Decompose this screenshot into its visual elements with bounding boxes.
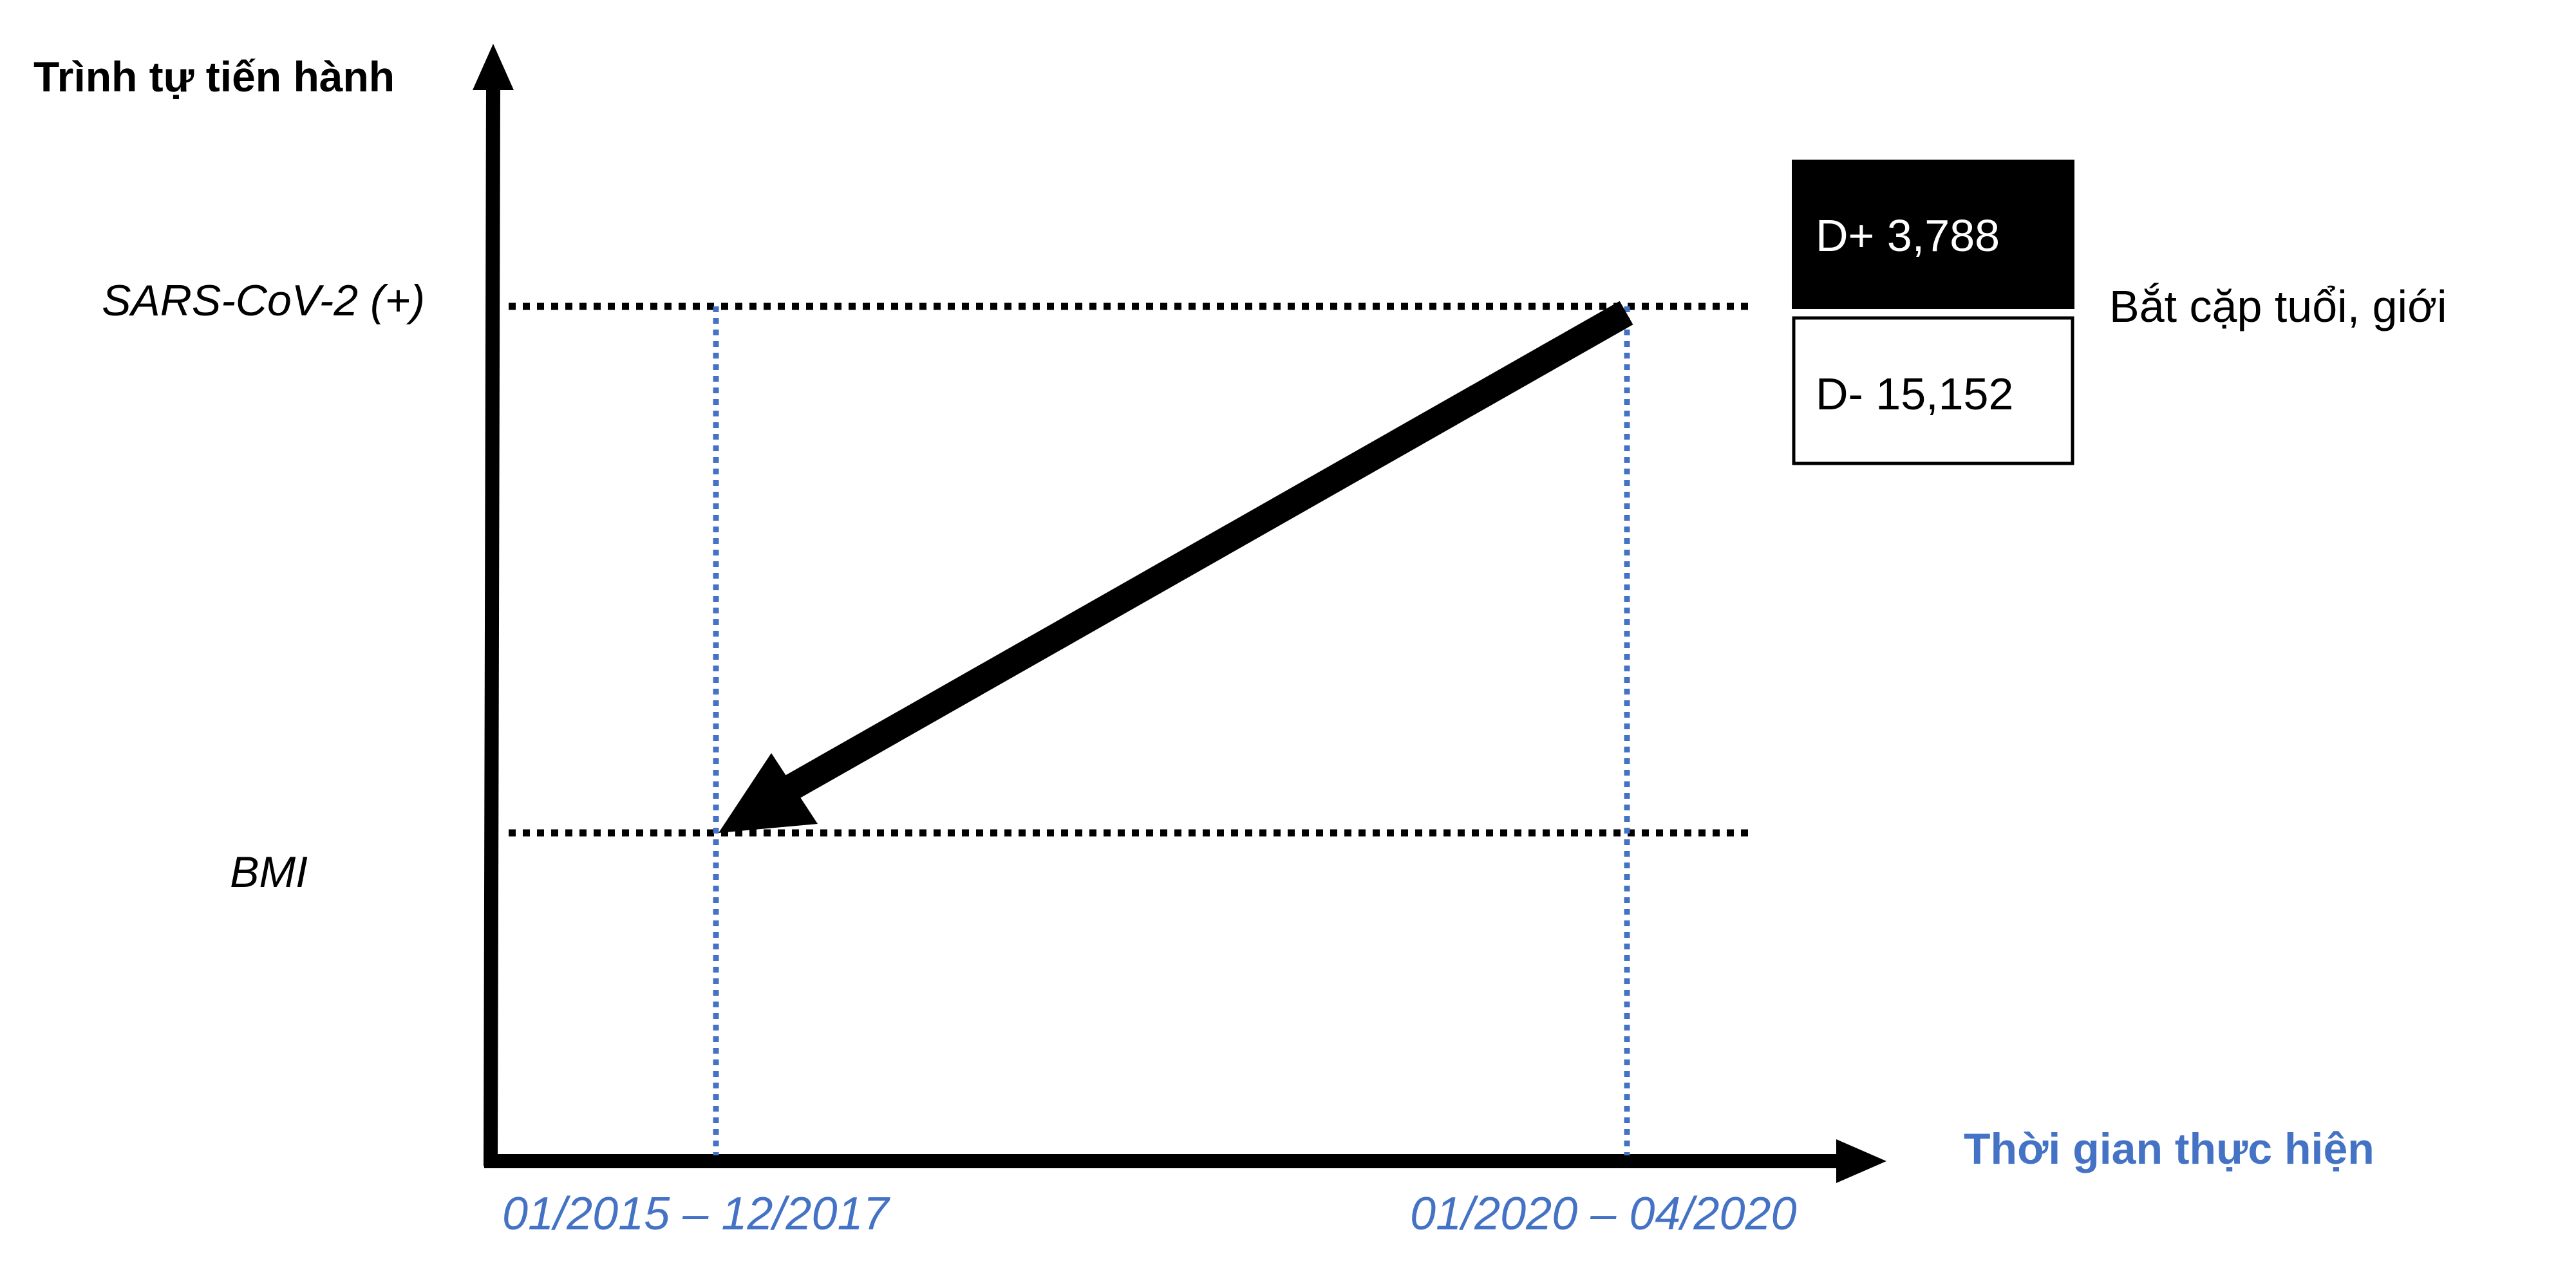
lower-level-label: BMI xyxy=(230,848,308,897)
negative-group-box: D- 15,152 xyxy=(1792,316,2074,465)
x-axis xyxy=(484,1139,1886,1183)
y-axis-title: Trình tự tiến hành xyxy=(33,53,395,100)
left-period-label: 01/2015 – 12/2017 xyxy=(502,1188,891,1240)
positive-group-box: D+ 3,788 xyxy=(1792,160,2074,309)
upper-level-label: SARS-CoV-2 (+) xyxy=(102,276,425,325)
positive-group-label: D+ 3,788 xyxy=(1816,210,2000,261)
y-axis-arrowhead xyxy=(473,44,514,90)
negative-group-label: D- 15,152 xyxy=(1816,369,2013,419)
x-axis-arrowhead xyxy=(1836,1139,1886,1183)
retrospective-arrow xyxy=(719,301,1633,833)
retrospective-arrow-shaft xyxy=(766,301,1633,810)
retrospective-arrow-head xyxy=(719,753,818,833)
matching-note: Bắt cặp tuổi, giới xyxy=(2109,281,2447,331)
negative-group-rect xyxy=(1792,316,2074,465)
positive-group-rect xyxy=(1792,160,2074,309)
y-axis-line xyxy=(484,83,500,1167)
x-axis-title: Thời gian thực hiện xyxy=(1964,1124,2374,1173)
y-axis xyxy=(473,44,514,1167)
right-period-label: 01/2020 – 04/2020 xyxy=(1410,1188,1797,1240)
